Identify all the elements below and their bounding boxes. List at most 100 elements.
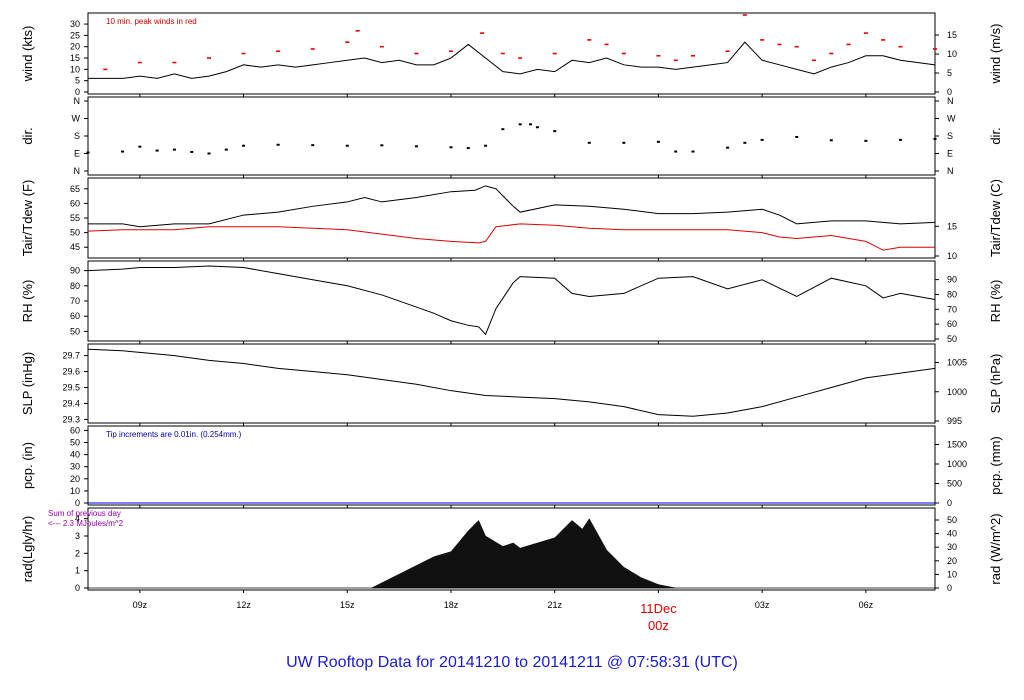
- data-point: [656, 54, 661, 57]
- panel-temp: Tair/Tdew (F) Tair/Tdew (C) 45 50 55 60 65 10 15: [20, 177, 1003, 261]
- data-point: [172, 148, 176, 151]
- data-point: [207, 152, 211, 155]
- y-tick-label-right: 10: [947, 251, 957, 261]
- y-tick-label-left: 4: [75, 514, 80, 524]
- data-point: [760, 138, 764, 141]
- panels-group: wind (kts) wind (m/s)05101520253005101510…: [20, 12, 1003, 593]
- panel-pcp: pcp. (in) pcp. (mm) 0 10 20 30 40 50 60 0 500 1000 1…: [20, 425, 1003, 508]
- data-point: [535, 126, 539, 129]
- y-tick-label-left: 60: [70, 311, 80, 321]
- chart-title: UW Rooftop Data for 20141210 to 20141211…: [286, 654, 738, 671]
- x-tick-label: 09z: [133, 600, 148, 610]
- y-axis-label-left: Tair/Tdew (F): [20, 180, 35, 257]
- y-tick-label-left: E: [74, 149, 80, 159]
- y-tick-label-right: 20: [947, 556, 957, 566]
- data-point: [621, 52, 626, 55]
- data-point: [691, 150, 695, 153]
- date-label-day: 11Dec: [640, 601, 677, 616]
- data-point: [898, 45, 903, 48]
- y-tick-label-left: 29.5: [62, 382, 80, 392]
- y-tick-label-right: 1005: [947, 358, 967, 368]
- data-point: [276, 143, 280, 146]
- y-tick-label-left: 60: [70, 198, 80, 208]
- y-tick-label-left: 20: [70, 474, 80, 484]
- y-tick-label-right: S: [947, 131, 953, 141]
- y-tick-label-right: 80: [947, 289, 957, 299]
- y-tick-label-left: 0: [75, 87, 80, 97]
- y-tick-label-left: 30: [70, 19, 80, 29]
- y-axis-label-left: wind (kts): [20, 26, 35, 83]
- data-point: [656, 140, 660, 143]
- data-point: [414, 52, 419, 55]
- data-point: [518, 123, 522, 126]
- data-point: [881, 39, 886, 41]
- y-tick-label-left: 60: [70, 425, 80, 435]
- y-tick-label-right: 1500: [947, 440, 967, 450]
- y-tick-label-right: 1000: [947, 387, 967, 397]
- data-point: [933, 137, 937, 140]
- x-tick-label: 15z: [340, 600, 355, 610]
- y-tick-label-left: 5: [75, 76, 80, 86]
- data-point: [121, 150, 125, 153]
- y-tick-label-right: N: [947, 166, 954, 176]
- y-tick-label-right: 30: [947, 542, 957, 552]
- panel-note-line: Sum of previous day: [48, 509, 121, 518]
- y-tick-label-left: 10: [70, 486, 80, 496]
- panel-slp: SLP (inHg) SLP (hPa) 29.3 29.4 29.5 29.6 29.7 9…: [20, 343, 1003, 426]
- y-tick-label-left: 10: [70, 64, 80, 74]
- data-point: [604, 43, 609, 46]
- panel-frame: [87, 177, 936, 259]
- y-tick-label-left: 29.3: [62, 414, 80, 424]
- x-tick-label: 12z: [236, 600, 251, 610]
- time-axis: 09z 12z 15z 18z 21z 03z 06z 11Dec 00z: [133, 94, 874, 633]
- y-tick-label-left: 15: [70, 53, 80, 63]
- data-point: [380, 144, 384, 147]
- data-point: [552, 52, 557, 55]
- data-point: [241, 52, 246, 55]
- data-point: [518, 57, 523, 59]
- data-point: [553, 130, 557, 133]
- y-tick-label-left: 70: [70, 296, 80, 306]
- y-tick-label-left: N: [74, 96, 81, 106]
- y-tick-label-left: S: [74, 131, 80, 141]
- y-axis-label-right: pcp. (mm): [988, 436, 1003, 495]
- data-point: [743, 141, 747, 144]
- y-tick-label-left: 0: [75, 583, 80, 593]
- date-label-hour: 00z: [648, 618, 669, 633]
- y-tick-label-left: 50: [70, 228, 80, 238]
- y-axis-label-left: SLP (inHg): [20, 352, 35, 415]
- data-point: [466, 147, 470, 150]
- y-tick-label-right: 995: [947, 416, 962, 426]
- data-point: [933, 48, 937, 50]
- data-point: [311, 144, 315, 147]
- y-tick-label-left: W: [72, 114, 81, 124]
- panel-frame: [87, 96, 936, 176]
- y-axis-label-left: pcp. (in): [20, 442, 35, 489]
- y-tick-label-left: 3: [75, 531, 80, 541]
- y-tick-label-left: 45: [70, 242, 80, 252]
- data-point: [242, 144, 246, 147]
- y-tick-label-left: 2: [75, 548, 80, 558]
- y-tick-label-right: N: [947, 96, 954, 106]
- data-point: [480, 32, 485, 34]
- y-tick-label-right: 0: [947, 87, 952, 97]
- x-tick-label: 21z: [547, 600, 562, 610]
- data-point: [103, 68, 108, 71]
- y-axis-label-right: wind (m/s): [988, 24, 1003, 85]
- data-point: [794, 45, 799, 48]
- y-axis-label-right: dir.: [988, 127, 1003, 144]
- x-tick-label: 03z: [755, 600, 770, 610]
- y-tick-label-right: 1000: [947, 459, 967, 469]
- y-tick-label-right: 5: [947, 68, 952, 78]
- y-tick-label-right: 70: [947, 304, 957, 314]
- data-point: [846, 43, 851, 46]
- data-point: [812, 59, 816, 62]
- data-point: [138, 145, 142, 148]
- data-point: [829, 139, 833, 142]
- data-point: [742, 14, 747, 16]
- y-tick-label-left: 20: [70, 42, 80, 52]
- data-point: [449, 50, 453, 53]
- data-point: [864, 139, 868, 142]
- y-tick-label-right: W: [947, 114, 956, 124]
